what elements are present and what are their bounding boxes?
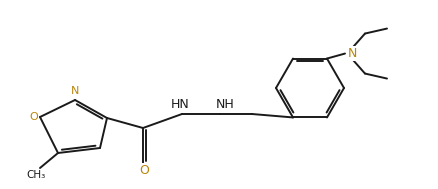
Text: HN: HN (170, 98, 189, 111)
Text: CH₃: CH₃ (26, 170, 46, 180)
Text: NH: NH (215, 98, 234, 111)
Text: N: N (347, 47, 357, 60)
Text: O: O (29, 112, 38, 122)
Text: N: N (71, 86, 79, 96)
Text: O: O (139, 164, 148, 177)
